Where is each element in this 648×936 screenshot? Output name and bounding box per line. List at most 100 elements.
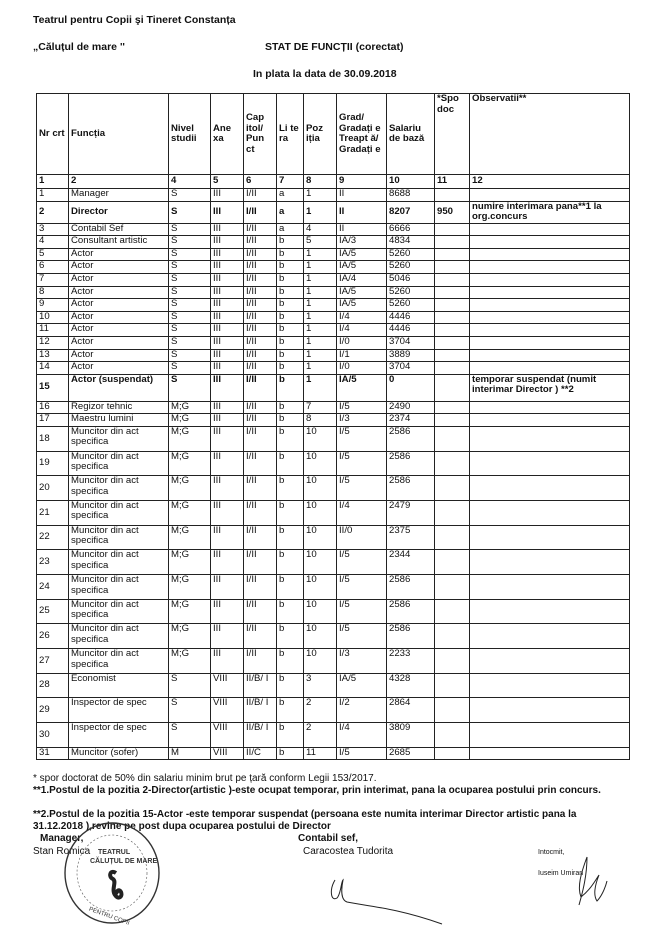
cell-salariu-baza: 8688	[386, 188, 435, 202]
table-row: 31 Muncitor (sofer) M VIII II/C b 11 I/5 2685	[36, 746, 630, 761]
cell-grad-treapta: II/0	[336, 524, 387, 551]
cell-litera: b	[276, 323, 304, 337]
cell-nivel-studii: S	[168, 361, 211, 375]
cell-nr-crt: 17	[36, 413, 69, 427]
cell-observatii: numire interimara pana**1 la org.concurs	[469, 200, 630, 224]
cell-salariu-baza: 0	[386, 373, 435, 402]
cell-functia: Contabil Sef	[68, 222, 169, 237]
institution-name: Teatrul pentru Copii şi Tineret Constanț…	[33, 14, 236, 26]
cell-capitol-punct: I/II	[243, 285, 277, 300]
cell-grad-treapta: I/5	[336, 475, 387, 501]
cell-salariu-baza: 2375	[386, 524, 435, 551]
cell-spor-doctorat: 950	[434, 200, 470, 224]
cell-grad-treapta: I/5	[336, 574, 387, 600]
cell-capitol-punct: I/II	[243, 413, 277, 427]
cell-functia: Actor	[68, 348, 169, 363]
cell-nr-crt: 29	[36, 697, 69, 724]
cell-functia: Inspector de spec	[68, 697, 169, 724]
cell-nivel-studii: S	[168, 722, 211, 748]
cell-observatii	[469, 310, 630, 325]
cell-grad-treapta: IA/5	[336, 285, 387, 300]
cell-anexa: III	[210, 247, 244, 262]
cell-anexa: III	[210, 285, 244, 300]
cell-nr-crt: 27	[36, 648, 69, 674]
cell-functia: Muncitor din act specifica	[68, 524, 169, 551]
cell-spor-doctorat	[434, 425, 470, 452]
table-row: 22 Muncitor din act specifica M;G III I/II b 1…	[36, 524, 630, 551]
cell-anexa: III	[210, 298, 244, 312]
cell-nivel-studii: S	[168, 348, 211, 363]
cell-nivel-studii: M;G	[168, 475, 211, 501]
cell-functia: Muncitor din act specifica	[68, 598, 169, 625]
cell-litera: b	[276, 260, 304, 274]
theatre-stamp: TEATRUL CĂLUȚUL DE MARE PENTRU COPII	[64, 822, 160, 927]
cell-observatii	[469, 400, 630, 415]
cell-nr-crt: 11	[36, 323, 69, 337]
cell-nivel-studii: S	[168, 335, 211, 350]
table-row: 24 Muncitor din act specifica M;G III I/II b 1…	[36, 574, 630, 600]
cell-observatii	[469, 672, 630, 699]
cell-spor-doctorat	[434, 450, 470, 477]
column-header-spor-doctorat: *Spo doc	[434, 93, 470, 175]
cell-spor-doctorat	[434, 235, 470, 249]
cell-capitol-punct: I/II	[243, 323, 277, 337]
cell-anexa: III	[210, 574, 244, 600]
cell-functia: Actor	[68, 298, 169, 312]
cell-capitol-punct: I/II	[243, 348, 277, 363]
cell-grad-treapta: II	[336, 188, 387, 202]
cell-capitol-punct: I/II	[243, 623, 277, 650]
cell-pozitia: 10	[303, 648, 337, 674]
cell-litera: b	[276, 373, 304, 402]
cell-functia: Regizor tehnic	[68, 400, 169, 415]
cell-observatii	[469, 285, 630, 300]
cell-grad-treapta: IA/5	[336, 298, 387, 312]
cell-capitol-punct: II/C	[243, 746, 277, 761]
cell-salariu-baza: 5260	[386, 298, 435, 312]
table-row: 14 Actor S III I/II b 1 I/0 3704	[36, 361, 630, 375]
cell-spor-doctorat	[434, 499, 470, 526]
cell-grad-treapta: I/5	[336, 450, 387, 477]
cell-observatii: temporar suspendat (numit interimar Dire…	[469, 373, 630, 402]
cell-functia: Consultant artistic	[68, 235, 169, 249]
cell-spor-doctorat	[434, 222, 470, 237]
cell-litera: b	[276, 247, 304, 262]
cell-salariu-baza: 6666	[386, 222, 435, 237]
cell-observatii	[469, 260, 630, 274]
accountant-name: Caracostea Tudorita	[303, 846, 394, 857]
cell-observatii	[469, 348, 630, 363]
cell-grad-treapta: I/4	[336, 722, 387, 748]
cell-litera: b	[276, 298, 304, 312]
cell-capitol-punct: I/II	[243, 598, 277, 625]
cell-pozitia: 5	[303, 235, 337, 249]
cell-nivel-studii: M;G	[168, 574, 211, 600]
cell-capitol-punct: I/II	[243, 373, 277, 402]
cell-grad-treapta: I/3	[336, 413, 387, 427]
prepared-title: Intocmit,	[538, 849, 565, 856]
cell-pozitia: 10	[303, 524, 337, 551]
column-number: 12	[469, 174, 630, 189]
cell-salariu-baza: 2864	[386, 697, 435, 724]
manager-name: Stan Romica	[33, 846, 91, 857]
cell-nr-crt: 31	[36, 746, 69, 761]
cell-pozitia: 1	[303, 272, 337, 287]
cell-observatii	[469, 697, 630, 724]
cell-observatii	[469, 549, 630, 576]
cell-grad-treapta: I/3	[336, 648, 387, 674]
cell-observatii	[469, 413, 630, 427]
cell-functia: Muncitor din act specifica	[68, 549, 169, 576]
cell-salariu-baza: 2344	[386, 549, 435, 576]
cell-observatii	[469, 574, 630, 600]
cell-salariu-baza: 4446	[386, 323, 435, 337]
cell-grad-treapta: I/4	[336, 499, 387, 526]
cell-observatii	[469, 335, 630, 350]
cell-nivel-studii: S	[168, 260, 211, 274]
cell-pozitia: 1	[303, 373, 337, 402]
cell-spor-doctorat	[434, 697, 470, 724]
cell-capitol-punct: II/B/ I	[243, 722, 277, 748]
cell-observatii	[469, 361, 630, 375]
cell-functia: Economist	[68, 672, 169, 699]
cell-spor-doctorat	[434, 361, 470, 375]
cell-observatii	[469, 524, 630, 551]
cell-capitol-punct: I/II	[243, 648, 277, 674]
cell-capitol-punct: I/II	[243, 247, 277, 262]
